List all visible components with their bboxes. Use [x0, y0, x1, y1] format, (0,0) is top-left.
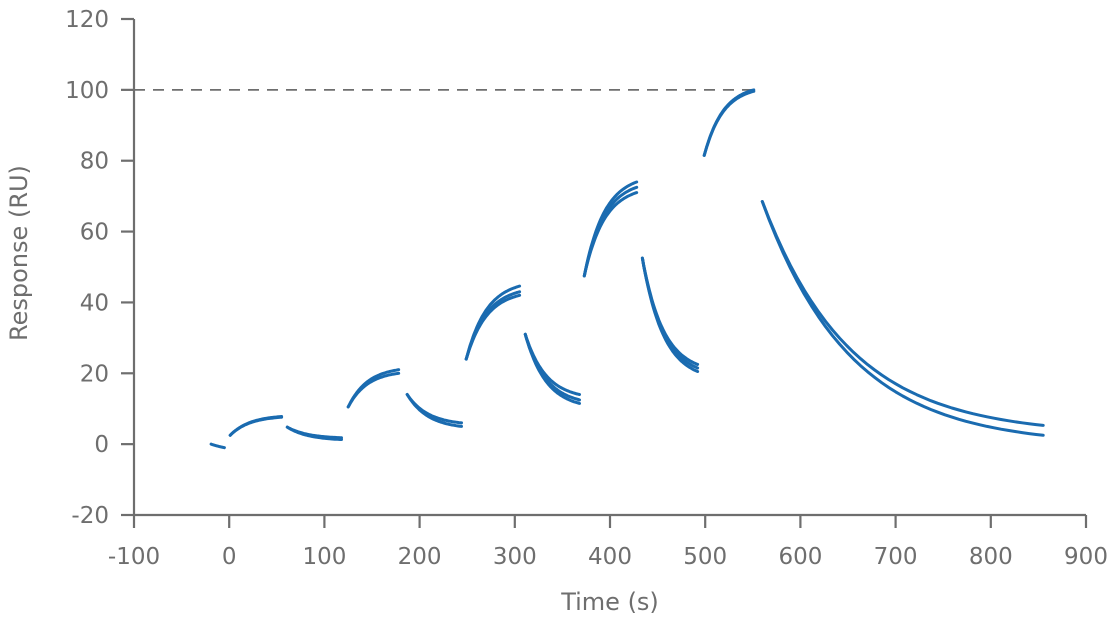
y-tick-label: 40 [80, 290, 109, 316]
sensorgram-traces [209, 88, 1045, 450]
y-tick-label: 80 [80, 149, 109, 175]
x-tick-label: 600 [778, 544, 822, 570]
x-tick-label: 300 [493, 544, 537, 570]
x-tick-label: -100 [108, 544, 160, 570]
sensorgram-trace [702, 89, 756, 157]
y-tick-label: -20 [71, 503, 109, 529]
sensorgram-trace [640, 256, 700, 373]
x-tick-label: 400 [588, 544, 632, 570]
x-tick-label: 100 [302, 544, 346, 570]
y-axis-ticks: -20 0 20 40 60 80 100 120 [65, 7, 134, 529]
y-tick-label: 0 [94, 432, 109, 458]
y-tick-label: 20 [80, 361, 109, 387]
sensorgram-trace [702, 88, 756, 157]
sensorgram-trace [760, 200, 1045, 437]
y-axis-title: Response (RU) [5, 165, 33, 341]
sensorgram-trace [582, 191, 639, 278]
sensorgram-trace [464, 293, 522, 361]
x-tick-label: 700 [874, 544, 918, 570]
sensorgram-trace [405, 393, 463, 428]
x-axis-ticks: -100 0 100 200 300 400 500 600 700 800 900 [108, 515, 1108, 570]
x-tick-label: 500 [683, 544, 727, 570]
sensorgram-trace [640, 256, 700, 370]
x-tick-label: 800 [969, 544, 1013, 570]
sensorgram-trace [228, 415, 284, 437]
y-tick-label: 120 [65, 7, 109, 33]
x-tick-label: 0 [222, 544, 237, 570]
sensorgram-trace [285, 425, 343, 441]
sensorgram-trace [523, 332, 581, 405]
sensorgram-trace [209, 442, 226, 450]
x-tick-label: 200 [398, 544, 442, 570]
x-tick-label: 900 [1064, 544, 1108, 570]
x-axis-title: Time (s) [560, 588, 659, 616]
y-tick-label: 100 [65, 78, 109, 104]
y-tick-label: 60 [80, 220, 109, 246]
sensorgram-trace [346, 371, 401, 409]
sensorgram-trace [760, 200, 1045, 427]
